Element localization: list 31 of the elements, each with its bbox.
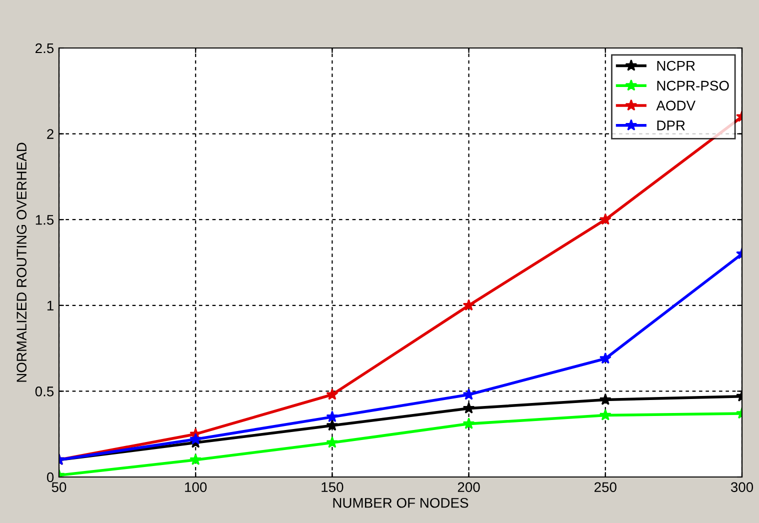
- point: [326, 436, 338, 448]
- point: [462, 418, 475, 429]
- legend-label: AODV: [656, 100, 696, 110]
- point: [599, 394, 612, 405]
- point: [462, 299, 475, 311]
- x-tick-label: 50: [52, 482, 66, 492]
- y-tick-label: 2.5: [36, 43, 54, 54]
- point: [599, 213, 612, 225]
- x-axis-title: NUMBER OF NODES: [333, 498, 468, 508]
- x-tick-label: 100: [185, 482, 207, 492]
- x-tick-label: 300: [730, 482, 754, 492]
- point: [326, 388, 338, 400]
- point: [326, 410, 338, 422]
- x-tick-label: 250: [594, 482, 616, 492]
- y-tick-label: 1.5: [36, 215, 54, 225]
- point: [190, 433, 202, 444]
- y-tick-label: 2: [47, 129, 54, 139]
- point: [190, 454, 202, 466]
- y-tick-label: 0.5: [35, 386, 54, 396]
- legend-label: NCPR-PSO: [657, 80, 729, 91]
- x-tick-label: 200: [458, 482, 480, 492]
- point: [599, 408, 612, 420]
- legend-label: NCPR: [657, 60, 695, 71]
- y-axis-title: NORMALIZED ROUTING OVERHEAD: [16, 142, 27, 382]
- legend-label: DPR: [657, 120, 685, 130]
- y-tick-label: 1: [47, 300, 54, 310]
- y-tick-label: 0: [46, 472, 54, 482]
- point: [599, 352, 612, 364]
- x-tick-label: 150: [322, 482, 344, 492]
- point: [462, 402, 475, 414]
- point: [326, 419, 338, 431]
